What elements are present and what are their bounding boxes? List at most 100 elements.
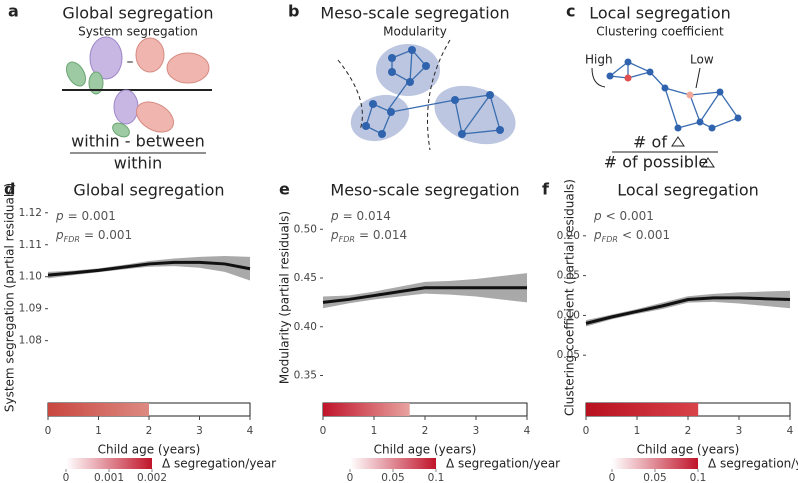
fraction-denominator: within: [114, 154, 163, 173]
module: [66, 61, 86, 87]
annotation: High: [585, 53, 613, 67]
significance-bar: [48, 403, 149, 416]
stat-text: p = 0.014: [330, 209, 391, 223]
trend-line: [585, 296, 791, 325]
confidence-band: [48, 255, 250, 281]
colorbar: [612, 458, 698, 469]
stat-value: < 0.001: [622, 228, 670, 242]
stat-symbol: p: [55, 228, 64, 242]
stat-symbol: p: [593, 228, 602, 242]
stat-symbol: p: [55, 209, 64, 223]
diagram-subtitle: System segregation: [78, 25, 198, 39]
module: [89, 36, 123, 80]
nodes: [362, 46, 504, 138]
panel-label: e: [279, 180, 290, 199]
fraction-numerator: # of: [633, 133, 667, 152]
panel-label: c: [566, 2, 575, 21]
stat-text: p < 0.001: [593, 209, 654, 223]
module: [112, 122, 130, 138]
significance-bar: [586, 403, 699, 416]
diagram-title: Local segregation: [589, 4, 731, 23]
colorbar-tick-label: 0.002: [137, 472, 167, 483]
y-tick-label: 0.15: [557, 270, 580, 282]
stat-value: = 0.014: [343, 209, 391, 223]
x-tick-label: 3: [473, 425, 480, 437]
annotation: Low: [690, 53, 714, 67]
colorbar: [66, 458, 152, 469]
stat-symbol: p: [593, 209, 602, 223]
colorbar-tick-label: 0: [347, 472, 354, 483]
x-tick-label: 3: [736, 425, 743, 437]
chart-title: Global segregation: [73, 181, 224, 200]
y-tick-label: 1.11: [19, 239, 42, 251]
module: [113, 89, 139, 125]
fraction-denominator: # of possible: [604, 153, 709, 172]
y-tick-label: 1.09: [19, 303, 42, 315]
module: [135, 37, 165, 73]
colorbar-tick-label: 0.05: [643, 472, 666, 483]
diagram-subtitle: Modularity: [383, 25, 447, 39]
x-tick-label: 0: [45, 425, 52, 437]
diagram-title: Meso-scale segregation: [320, 4, 509, 23]
stat-text: pFDR < 0.001: [593, 228, 670, 244]
y-tick-label: 0.50: [294, 223, 317, 235]
x-tick-label: 3: [196, 425, 203, 437]
panel-label: d: [4, 180, 15, 199]
colorbar-label: Δ segregation/year: [162, 457, 276, 471]
y-tick-label: 0.20: [557, 230, 580, 242]
stat-symbol: p: [330, 228, 339, 242]
stat-subscript: FDR: [602, 235, 618, 244]
y-axis-label: Modularity (partial residuals): [278, 211, 292, 384]
x-axis-label: Child age (years): [637, 443, 740, 457]
diagram-subtitle: Clustering coefficient: [596, 25, 724, 39]
panel-label: a: [8, 2, 19, 21]
y-axis-label: Clustering coefficient (partial residual…: [563, 179, 577, 416]
y-axis-label: System segregation (partial residuals): [3, 183, 17, 412]
stat-value: = 0.014: [359, 228, 407, 242]
colorbar-label: Δ segregation/year: [708, 457, 798, 471]
x-axis-label: Child age (years): [98, 443, 201, 457]
y-tick-label: 0.35: [294, 370, 317, 382]
module: [166, 52, 210, 84]
y-tick-label: 1.08: [19, 335, 42, 347]
arrow: [591, 67, 701, 89]
x-tick-label: 4: [787, 425, 794, 437]
x-tick-label: 2: [685, 425, 692, 437]
confidence-band: [323, 273, 527, 309]
stat-text: pFDR = 0.001: [55, 228, 132, 244]
stat-text: pFDR = 0.014: [330, 228, 407, 244]
diagram-c: c Local segregation Clustering coefficie…: [566, 2, 742, 172]
boundary: [337, 39, 451, 151]
colorbar-tick-label: 0.05: [381, 472, 404, 483]
significance-bar: [323, 403, 410, 416]
trend-line: [322, 286, 527, 304]
minus: –: [127, 54, 134, 70]
y-tick-label: 1.12: [19, 207, 42, 219]
module: [350, 94, 410, 142]
x-tick-label: 1: [634, 425, 641, 437]
trend-line: [47, 260, 251, 277]
stat-value: < 0.001: [606, 209, 654, 223]
stat-subscript: FDR: [64, 235, 80, 244]
y-tick-label: 0.05: [557, 349, 580, 361]
module: [136, 101, 174, 133]
stat-symbol: p: [330, 209, 339, 223]
x-tick-label: 1: [371, 425, 378, 437]
stat-value: = 0.001: [68, 209, 116, 223]
colorbar-tick-label: 0: [63, 472, 70, 483]
x-axis-label: Child age (years): [374, 443, 477, 457]
triangle-icon: [671, 136, 685, 147]
fraction-numerator: within - between: [71, 132, 205, 151]
y-tick-label: 0.40: [294, 321, 317, 333]
y-tick-label: 1.10: [19, 271, 42, 283]
diagram-title: Global segregation: [62, 4, 213, 23]
confidence-band: [586, 290, 790, 327]
module: [88, 71, 104, 95]
y-tick-label: 0.10: [557, 309, 580, 321]
x-tick-label: 2: [146, 425, 153, 437]
colorbar-tick-label: 0.1: [690, 472, 707, 483]
colorbar: [350, 458, 436, 469]
colorbar-tick-label: 0: [609, 472, 616, 483]
stat-subscript: FDR: [339, 235, 355, 244]
